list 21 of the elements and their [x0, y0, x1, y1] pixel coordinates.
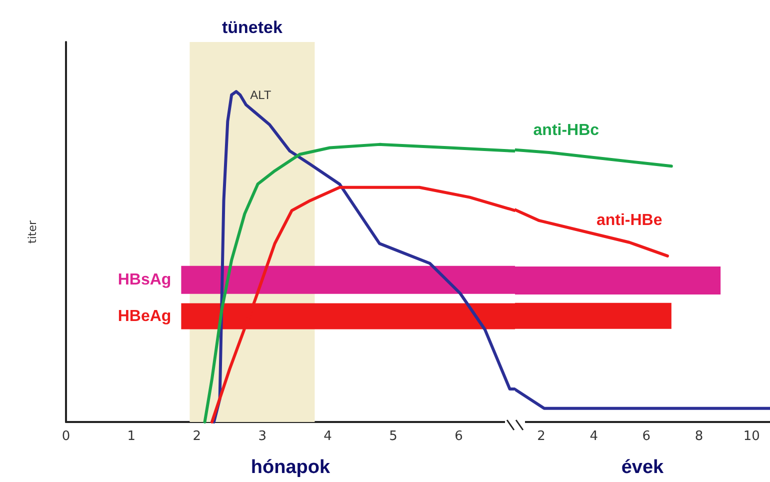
series-label: HBsAg [118, 271, 172, 288]
x-tick-label: 6 [454, 429, 463, 444]
x-tick-label: 2 [537, 429, 546, 444]
y-axis-title: titer [26, 220, 39, 244]
x-tick-label: 3 [258, 429, 266, 444]
series-label: anti-HBc [533, 122, 600, 140]
x-tick-label: 4 [590, 429, 598, 444]
x-tick-label: 1 [127, 429, 136, 444]
x-axis-title: hónapok [250, 457, 331, 478]
x-tick-label: 0 [62, 429, 70, 444]
band-label: tünetek [222, 18, 283, 37]
series-label: anti-HBe [596, 212, 662, 229]
series-label: HBeAg [118, 308, 172, 325]
series-label: ALT [250, 88, 272, 102]
x-tick-label: 5 [389, 429, 398, 444]
x-tick-label: 10 [743, 429, 760, 444]
x-tick-label: 2 [192, 429, 202, 444]
x-tick-label: 8 [694, 429, 704, 444]
x-tick-label: 4 [324, 429, 332, 444]
x-axis-title: évek [621, 457, 664, 478]
x-tick-label: 6 [642, 429, 651, 444]
